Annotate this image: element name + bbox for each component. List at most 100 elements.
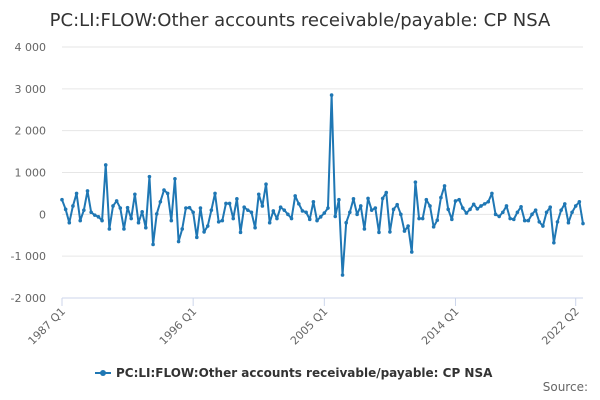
data-point[interactable] <box>307 217 312 222</box>
data-point[interactable] <box>246 208 250 212</box>
data-point[interactable] <box>300 209 305 213</box>
data-point[interactable] <box>140 210 144 214</box>
data-point[interactable] <box>111 204 115 208</box>
data-point[interactable] <box>162 188 166 192</box>
data-point[interactable] <box>249 210 254 215</box>
data-point[interactable] <box>275 216 279 221</box>
data-point[interactable] <box>562 202 567 206</box>
data-point[interactable] <box>165 191 170 196</box>
data-point[interactable] <box>450 217 454 222</box>
data-point[interactable] <box>278 205 283 210</box>
data-point[interactable] <box>439 195 443 200</box>
data-point[interactable] <box>136 220 141 225</box>
data-point[interactable] <box>497 214 502 219</box>
data-point[interactable] <box>552 240 556 245</box>
data-point[interactable] <box>384 190 389 195</box>
data-point[interactable] <box>227 201 232 206</box>
data-point[interactable] <box>435 218 440 222</box>
data-point[interactable] <box>118 206 123 210</box>
data-point[interactable] <box>96 215 101 219</box>
data-point[interactable] <box>377 230 381 235</box>
data-point[interactable] <box>369 208 374 212</box>
data-point[interactable] <box>173 176 177 181</box>
data-point[interactable] <box>490 191 494 196</box>
data-point[interactable] <box>555 220 560 224</box>
data-point[interactable] <box>315 218 319 223</box>
data-point[interactable] <box>231 216 236 221</box>
data-point[interactable] <box>297 202 301 206</box>
data-point[interactable] <box>322 211 327 215</box>
data-point[interactable] <box>264 182 268 187</box>
data-point[interactable] <box>362 227 367 231</box>
data-point[interactable] <box>340 273 345 277</box>
data-point[interactable] <box>311 199 316 204</box>
data-point[interactable] <box>286 212 290 217</box>
data-point[interactable] <box>304 210 308 215</box>
data-point[interactable] <box>82 208 86 212</box>
data-point[interactable] <box>329 93 334 97</box>
data-point[interactable] <box>133 192 137 197</box>
data-point[interactable] <box>202 230 206 234</box>
data-point[interactable] <box>100 218 104 223</box>
data-point[interactable] <box>238 230 243 235</box>
data-point[interactable] <box>92 213 97 217</box>
data-point[interactable] <box>442 184 447 188</box>
data-point[interactable] <box>533 208 538 212</box>
data-point[interactable] <box>216 220 221 224</box>
data-point[interactable] <box>464 211 469 215</box>
data-point[interactable] <box>417 216 421 221</box>
data-point[interactable] <box>511 217 516 222</box>
data-point[interactable] <box>420 216 425 221</box>
data-point[interactable] <box>406 224 410 228</box>
data-point[interactable] <box>515 210 520 215</box>
data-point[interactable] <box>107 227 112 231</box>
data-point[interactable] <box>358 204 363 208</box>
data-point[interactable] <box>577 199 582 204</box>
data-point[interactable] <box>114 199 119 203</box>
data-point[interactable] <box>537 220 542 224</box>
data-point[interactable] <box>453 199 458 203</box>
data-point[interactable] <box>544 210 549 215</box>
data-point[interactable] <box>125 205 130 210</box>
data-point[interactable] <box>74 191 79 196</box>
data-point[interactable] <box>85 189 90 193</box>
data-point[interactable] <box>103 163 108 167</box>
data-point[interactable] <box>428 204 432 208</box>
data-point[interactable] <box>373 206 378 210</box>
data-point[interactable] <box>504 204 509 208</box>
data-point[interactable] <box>508 216 512 221</box>
data-point[interactable] <box>380 196 385 201</box>
data-point[interactable] <box>337 197 341 202</box>
data-point[interactable] <box>256 192 261 197</box>
data-point[interactable] <box>409 250 414 254</box>
data-point[interactable] <box>573 204 578 208</box>
data-point[interactable] <box>548 205 553 210</box>
data-point[interactable] <box>471 202 476 207</box>
data-point[interactable] <box>209 208 214 212</box>
data-point[interactable] <box>195 235 199 240</box>
data-point[interactable] <box>293 194 297 198</box>
data-point[interactable] <box>570 210 574 215</box>
data-point[interactable] <box>147 174 152 179</box>
data-point[interactable] <box>78 218 83 223</box>
data-point[interactable] <box>559 208 563 212</box>
data-point[interactable] <box>402 229 407 233</box>
data-point[interactable] <box>399 212 403 217</box>
data-point[interactable] <box>530 212 534 217</box>
data-point[interactable] <box>526 218 531 223</box>
data-point[interactable] <box>205 224 210 228</box>
data-point[interactable] <box>253 225 257 230</box>
data-point[interactable] <box>479 204 483 208</box>
data-point[interactable] <box>187 205 192 210</box>
data-point[interactable] <box>493 212 498 217</box>
data-point[interactable] <box>242 205 246 210</box>
data-point[interactable] <box>154 212 159 216</box>
data-point[interactable] <box>566 220 571 225</box>
data-point[interactable] <box>355 212 359 217</box>
data-point[interactable] <box>475 207 480 211</box>
data-point[interactable] <box>486 199 491 204</box>
data-point[interactable] <box>122 227 126 231</box>
data-point[interactable] <box>391 207 396 212</box>
data-point[interactable] <box>460 206 465 210</box>
data-point[interactable] <box>184 206 188 210</box>
